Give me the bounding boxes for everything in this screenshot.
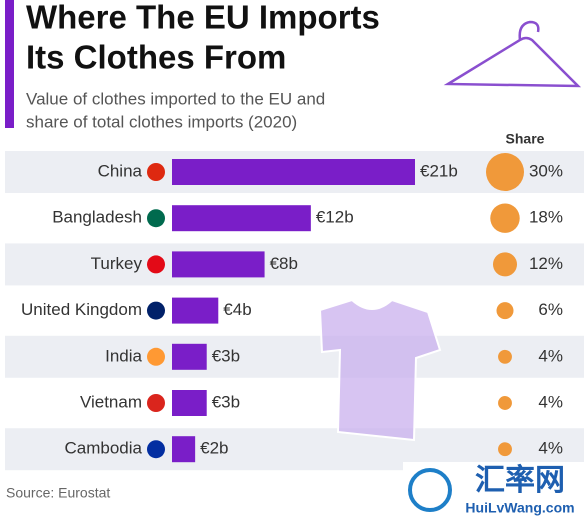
watermark: HuiLvWang.com (465, 500, 574, 516)
bar (172, 436, 196, 463)
flag-icon (147, 301, 165, 320)
share-label: 4% (538, 439, 563, 458)
flag-icon (147, 440, 165, 459)
category-label: Cambodia (65, 439, 143, 458)
share-bubble (485, 152, 525, 192)
watermark-logo (408, 468, 452, 512)
category-label: India (105, 346, 142, 365)
share-label: 4% (538, 392, 563, 411)
chart-title: Where The EU Imports (26, 0, 380, 36)
share-label: 30% (529, 161, 563, 180)
source: Source: Eurostat (6, 485, 110, 501)
value-label: €8b (270, 254, 298, 273)
flag-icon (147, 347, 165, 366)
share-bubble (498, 349, 512, 364)
row-band (5, 243, 584, 286)
chart-title: Its Clothes From (26, 39, 286, 76)
flag-icon (147, 163, 165, 181)
subtitle: share of total clothes imports (2020) (26, 112, 297, 131)
category-label: China (98, 161, 143, 180)
bar (172, 251, 265, 278)
bar (172, 390, 207, 416)
tshirt-icon (318, 298, 442, 442)
flag-icon (147, 394, 165, 412)
share-bubble (498, 442, 512, 457)
value-label: €4b (223, 300, 251, 319)
value-label: €21b (420, 161, 458, 180)
share-bubble (492, 252, 518, 277)
accent-bar (5, 0, 14, 128)
share-bubble (496, 302, 514, 320)
value-label: €3b (212, 392, 240, 411)
flag-icon (147, 255, 165, 274)
share-label: 18% (529, 208, 563, 227)
category-label: Turkey (91, 254, 143, 273)
bar (172, 343, 207, 370)
share-label: 12% (529, 254, 563, 273)
bar (172, 205, 311, 232)
bar (172, 297, 219, 324)
hanger-icon (443, 20, 582, 88)
value-label: €2b (200, 439, 228, 458)
subtitle: Value of clothes imported to the EU and (26, 89, 325, 108)
share-label: 6% (538, 300, 563, 319)
share-bubble (490, 203, 520, 233)
value-label: €12b (316, 208, 354, 227)
flag-icon (147, 209, 165, 228)
category-label: Vietnam (80, 392, 142, 411)
row-band (5, 335, 584, 378)
value-label: €3b (212, 346, 240, 365)
share-label: 4% (538, 346, 563, 365)
bar (172, 159, 415, 185)
category-label: Bangladesh (52, 208, 142, 227)
watermark: 汇率网 (475, 464, 565, 497)
category-label: United Kingdom (21, 300, 142, 319)
share-bubble (498, 396, 512, 410)
share-header: Share (506, 131, 545, 147)
